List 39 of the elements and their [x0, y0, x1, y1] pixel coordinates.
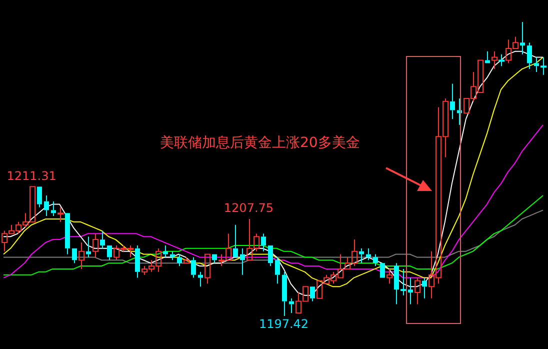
candlestick: [414, 277, 420, 305]
candlestick: [233, 224, 238, 258]
candlestick: [527, 42, 532, 70]
candlestick: [135, 244, 140, 278]
candlestick: [163, 244, 168, 258]
candlestick: [240, 248, 245, 276]
candlestick: [261, 233, 266, 252]
candlestick: [58, 206, 64, 222]
candlestick: [359, 248, 364, 264]
candlestick: [492, 50, 498, 70]
candlestick: [310, 286, 315, 302]
candlestick: [92, 233, 98, 258]
candlestick: [72, 248, 77, 264]
candlestick: [268, 245, 273, 267]
candlestick: [65, 213, 70, 255]
candlestick: [191, 256, 196, 278]
candlestick: [485, 50, 490, 64]
candlestick: [107, 245, 112, 261]
candlestick: [386, 268, 392, 284]
candlestick: [422, 277, 427, 299]
candlestick: [212, 254, 217, 264]
candlestick: [100, 230, 105, 249]
annotation: 美联储加息后黄金上涨20多美金: [160, 134, 360, 152]
candlestick: [275, 256, 280, 284]
annotation: 1207.75: [224, 201, 274, 216]
candlestick: [198, 271, 203, 288]
candlestick: [86, 236, 91, 258]
candlestick: [408, 277, 413, 305]
candlestick: [51, 200, 56, 217]
candlestick: [78, 242, 84, 270]
candlestick: [373, 254, 378, 267]
candlestick: [282, 271, 287, 316]
candlestick: [520, 22, 525, 55]
candlestick: [450, 83, 455, 120]
candlestick: [44, 194, 49, 217]
annotation: 1197.42: [258, 317, 309, 332]
candlestick: [498, 54, 504, 67]
annotation: 1211.31: [6, 168, 56, 183]
candlestick: [177, 254, 182, 267]
